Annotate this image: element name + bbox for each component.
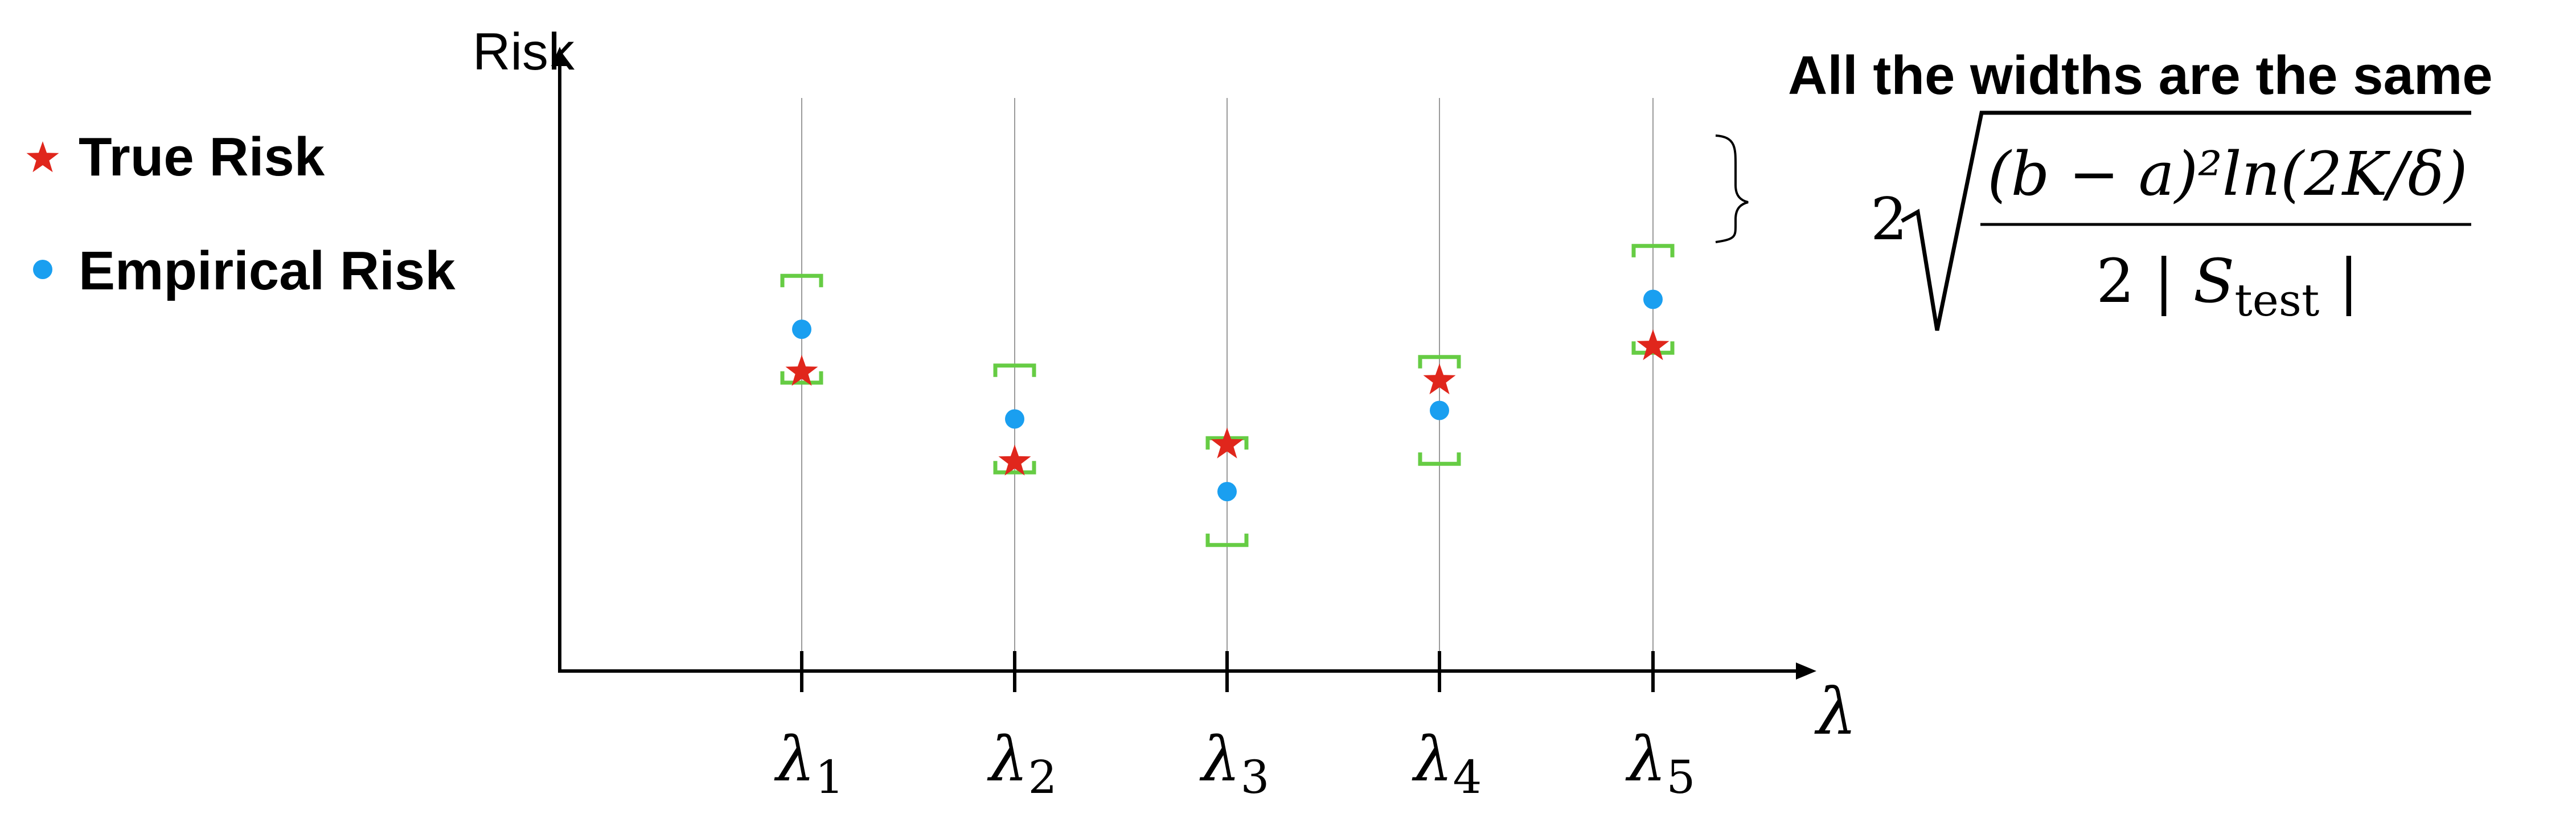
- true-risk-star: [1636, 329, 1670, 361]
- legend-star-icon: [26, 141, 59, 173]
- empirical-risk-point: [792, 320, 811, 339]
- legend-label-true-risk: True Risk: [79, 126, 325, 187]
- true-risk-star: [1211, 427, 1244, 459]
- x-tick-labels: λ1 λ2 λ3 λ4 λ5: [774, 724, 1695, 804]
- legend-item-true-risk: True Risk: [26, 126, 325, 187]
- x-tick-label: λ4: [1412, 724, 1482, 804]
- legend-label-empirical-risk: Empirical Risk: [79, 240, 456, 301]
- empirical-risk-point: [1217, 482, 1237, 501]
- true-risk-star: [785, 355, 818, 386]
- interval-top-bracket: [993, 363, 1036, 377]
- vertical-guides: [801, 98, 1654, 671]
- interval-bottom-bracket: [780, 371, 823, 385]
- interval-bottom-bracket: [993, 461, 1036, 475]
- x-axis-label: λ: [1814, 675, 1857, 749]
- y-axis-label: Risk: [473, 23, 575, 81]
- interval-top-bracket: [1418, 355, 1461, 369]
- formula-numerator: (b − a)²ln(2K/δ): [1987, 139, 2468, 209]
- empirical-risk-point: [1430, 400, 1449, 420]
- empirical-risk-point: [1005, 409, 1024, 429]
- interval-top-bracket: [1631, 244, 1675, 257]
- legend: True Risk Empirical Risk: [26, 126, 456, 301]
- interval-top-bracket: [780, 273, 823, 288]
- true-risk-star: [1423, 363, 1456, 395]
- legend-circle-icon: [33, 260, 52, 279]
- empirical-risk-point: [1643, 289, 1663, 309]
- x-tick-label: λ5: [1625, 724, 1695, 804]
- sqrt-symbol: [1901, 111, 2471, 331]
- x-tick-label: λ2: [987, 724, 1057, 804]
- data-points: [785, 289, 1670, 501]
- axes: [551, 47, 1816, 680]
- x-axis-arrow: [1796, 662, 1816, 680]
- x-ticks: [800, 651, 1655, 692]
- y-axis-arrow: [551, 47, 568, 66]
- legend-item-empirical-risk: Empirical Risk: [33, 240, 456, 301]
- true-risk-star: [998, 444, 1031, 476]
- x-tick-label: λ3: [1199, 724, 1269, 804]
- curly-brace: [1715, 134, 1749, 243]
- interval-bottom-bracket: [1418, 452, 1461, 466]
- formula-denominator: 2 | Stest |: [2096, 246, 2358, 326]
- interval-bottom-bracket: [1205, 533, 1249, 547]
- x-tick-label: λ1: [774, 724, 844, 804]
- annotation-heading: All the widths are the same: [1788, 45, 2493, 106]
- width-formula: 2 (b − a)²ln(2K/δ) 2 | Stest |: [1871, 111, 2471, 331]
